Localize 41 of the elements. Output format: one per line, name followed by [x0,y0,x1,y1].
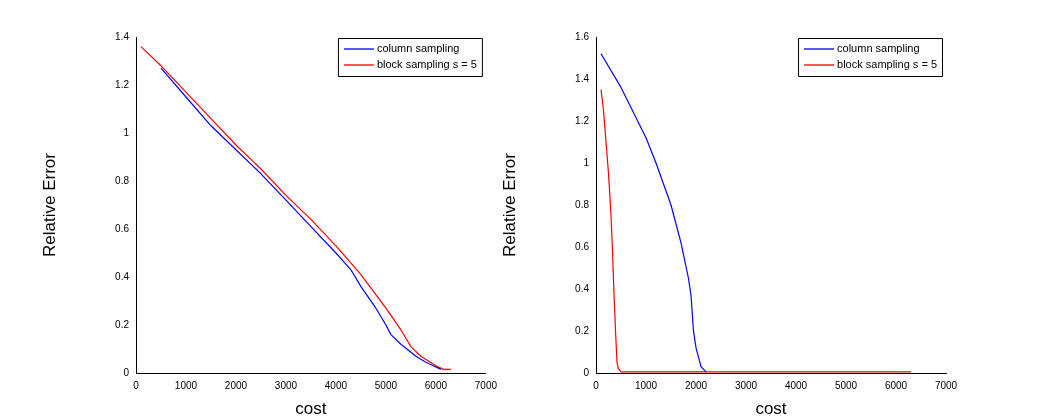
x-tick-label: 3000 [274,379,298,391]
y-tick-label: 0.8 [115,174,130,186]
y-tick-label: 1.2 [115,78,130,90]
x-tick-label: 6000 [884,379,908,391]
x-tick-label: 5000 [374,379,398,391]
x-tick-label: 4000 [324,379,348,391]
legend-label: column sampling [837,42,920,55]
x-tick-label: 2000 [224,379,248,391]
y-axis-title: Relative Error [499,152,519,257]
legend-label: column sampling [376,42,460,55]
y-tick-label: 1.4 [115,30,130,42]
y-tick-label: 1.4 [575,72,590,84]
y-tick-label: 1.6 [575,30,590,42]
y-tick-label: 0.2 [115,318,130,330]
y-tick-label: 1 [583,156,590,168]
y-tick-label: 0.6 [575,240,590,252]
x-tick-label: 0 [133,379,140,391]
x-tick-label: 7000 [934,379,958,391]
y-tick-label: 1.2 [575,114,590,126]
y-axis-title: Relative Error [39,152,59,257]
y-tick-label: 0.2 [575,324,590,336]
x-tick-label: 4000 [784,379,808,391]
x-axis-title: cost [295,399,327,419]
legend-label: block sampling s = 5 [837,58,937,71]
x-tick-label: 1000 [634,379,658,391]
y-tick-label: 0.8 [575,198,590,210]
x-tick-label: 5000 [834,379,858,391]
y-tick-label: 1 [123,126,130,138]
y-tick-label: 0 [583,366,590,378]
x-tick-label: 6000 [424,379,448,391]
y-tick-label: 0.4 [575,282,590,294]
x-tick-label: 2000 [684,379,708,391]
y-tick-label: 0 [123,366,130,378]
x-axis-title: cost [755,399,787,419]
x-tick-label: 3000 [734,379,758,391]
y-tick-label: 0.6 [115,222,130,234]
y-tick-label: 0.4 [115,270,130,282]
legend-label: block sampling s = 5 [376,58,477,71]
x-tick-label: 0 [593,379,600,391]
x-tick-label: 1000 [174,379,198,391]
x-tick-label: 7000 [474,379,498,391]
